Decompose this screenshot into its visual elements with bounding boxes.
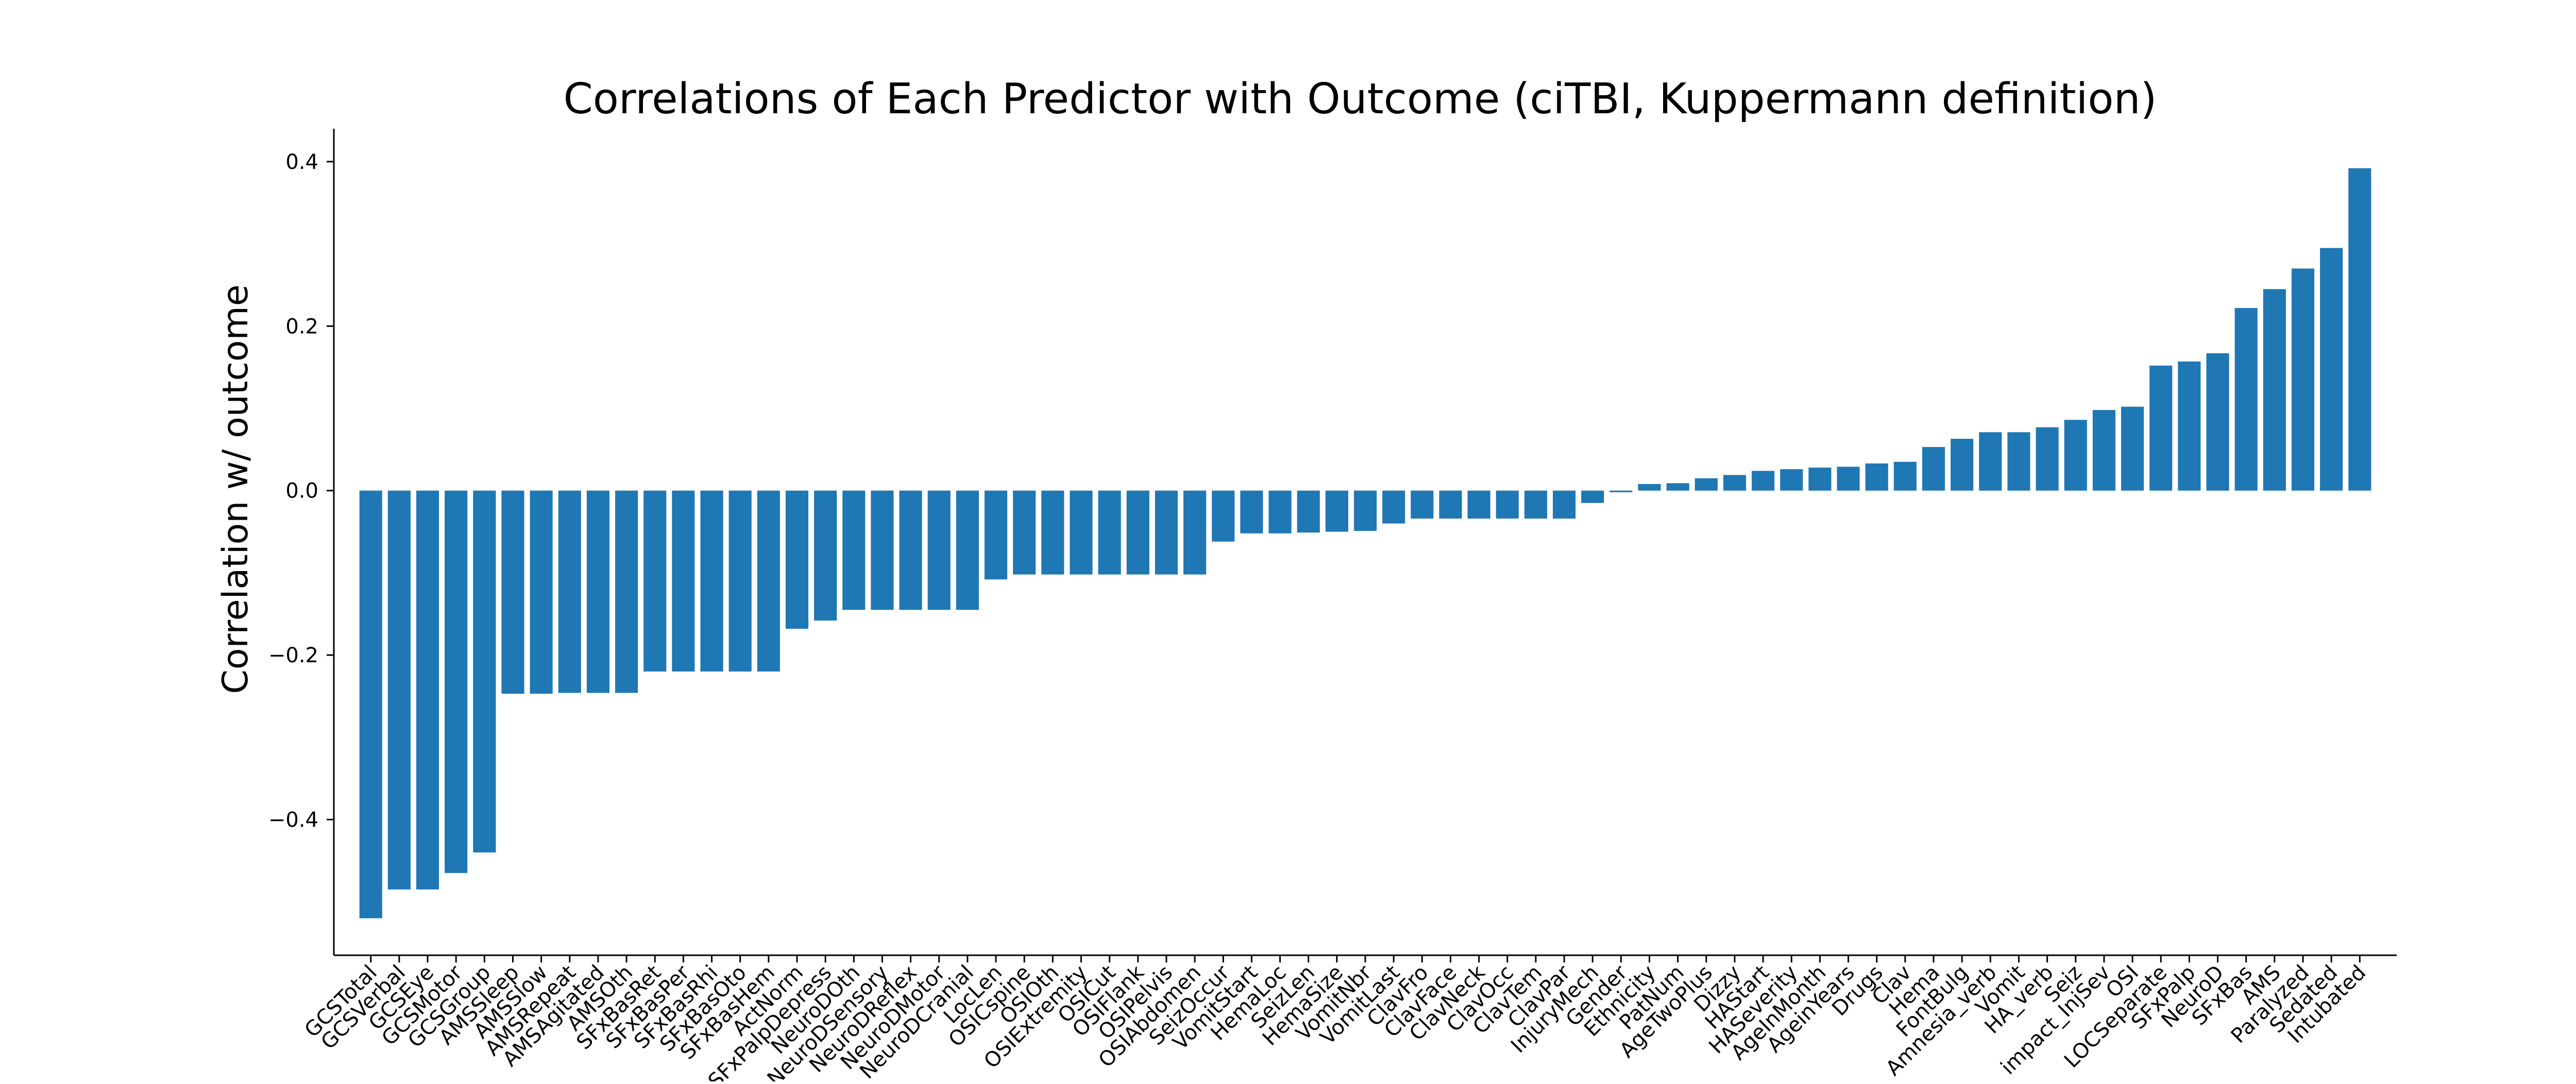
bar-Sedated (2320, 248, 2343, 491)
bars-layer (359, 168, 2371, 919)
bar-LOCSeparate (2149, 365, 2173, 491)
chart-title: Correlations of Each Predictor with Outc… (563, 75, 2157, 124)
bar-HA_verb (2036, 427, 2059, 491)
bar-VomitStart (1240, 490, 1263, 534)
bar-Drugs (1865, 463, 1888, 491)
bar-Clav (1893, 461, 1917, 491)
bar-Dizzy (1723, 475, 1747, 491)
bar-ClavFro (1411, 490, 1434, 519)
bar-AMS (2263, 289, 2286, 491)
bar-VomitLast (1382, 490, 1405, 524)
bar-SFxBasPer (672, 490, 695, 672)
y-tick-label: −0.4 (268, 808, 318, 832)
bar-Seiz (2064, 420, 2087, 491)
bar-GCSTotal (359, 490, 382, 919)
bar-Hema (1922, 447, 1945, 491)
bar-Amnesia_verb (1979, 432, 2002, 491)
bar-ClavNeck (1467, 490, 1490, 519)
bar-ClavFace (1439, 490, 1462, 519)
bar-AMSRepeat (558, 490, 581, 693)
bar-InjuryMech (1581, 490, 1604, 503)
y-axis-ticks: −0.4 −0.2 0.0 0.2 0.4 (268, 150, 334, 832)
bar-SFxBasRhi (700, 490, 723, 672)
bar-SFxBas (2234, 308, 2258, 491)
bar-ActNorm (785, 490, 809, 629)
y-tick-label: 0.0 (285, 479, 318, 503)
bar-AgeTwoPlus (1694, 478, 1718, 491)
bar-NeuroDOth (842, 490, 866, 610)
bar-HASeverity (1780, 469, 1803, 491)
y-tick-label: −0.2 (268, 644, 318, 667)
bar-OSIExtremity (1070, 490, 1093, 575)
bar-Paralyzed (2291, 268, 2315, 491)
bar-LocLen (984, 490, 1008, 580)
bar-GCSVerbal (387, 490, 411, 890)
bar-SFxBasHem (757, 490, 780, 672)
bar-Vomit (2007, 432, 2030, 491)
bar-GCSEye (416, 490, 439, 890)
bar-AMSSleep (501, 490, 524, 694)
bar-AgeinYears (1837, 467, 1860, 491)
bar-impact_InjSev (2092, 410, 2115, 491)
bar-AMSOth (615, 490, 638, 693)
bar-GCSMotor (445, 490, 468, 873)
bar-OSIOth (1041, 490, 1064, 575)
bar-OSIAbdomen (1183, 490, 1207, 575)
bar-VomitNbr (1353, 490, 1377, 531)
bar-ClavPar (1553, 490, 1576, 519)
bar-NeuroD (2206, 353, 2229, 491)
y-tick-label: 0.2 (285, 315, 318, 338)
bar-OSI (2121, 406, 2144, 491)
bar-NeuroDCranial (956, 490, 979, 610)
bar-SFxBasOto (728, 490, 752, 672)
bar-HemaLoc (1268, 490, 1292, 534)
bar-Ethnicity (1638, 484, 1661, 491)
bar-OSICut (1098, 490, 1121, 575)
bar-FontBulg (1951, 439, 1974, 491)
bar-ClavOcc (1496, 490, 1519, 519)
bar-HAStart (1752, 471, 1775, 491)
bar-OSICspine (1013, 490, 1036, 575)
bar-NeuroDSensory (871, 490, 894, 610)
bar-AMSSlow (530, 490, 553, 694)
bar-SFxPalpDepress (814, 490, 837, 621)
y-tick-label: 0.4 (285, 150, 318, 174)
bar-NeuroDReflex (899, 490, 922, 610)
bar-GCSGroup (473, 490, 496, 853)
y-axis-label: Correlation w/ outcome (215, 284, 256, 694)
bar-HemaSize (1325, 490, 1348, 532)
bar-SFxBasRet (643, 490, 667, 672)
bar-AMSAgitated (586, 490, 609, 693)
bar-ClavTem (1524, 490, 1547, 519)
bar-AgeInMonth (1808, 467, 1832, 491)
bar-SeizOccur (1212, 490, 1235, 542)
bar-SeizLen (1297, 490, 1320, 533)
bar-SFxPalp (2178, 361, 2201, 491)
bar-Gender (1609, 490, 1633, 492)
bar-PatNum (1666, 483, 1689, 491)
bar-OSIFlank (1126, 490, 1149, 575)
bar-Intubated (2348, 168, 2371, 491)
bar-NeuroDMotor (927, 490, 951, 610)
bar-OSIPelvis (1155, 490, 1178, 575)
